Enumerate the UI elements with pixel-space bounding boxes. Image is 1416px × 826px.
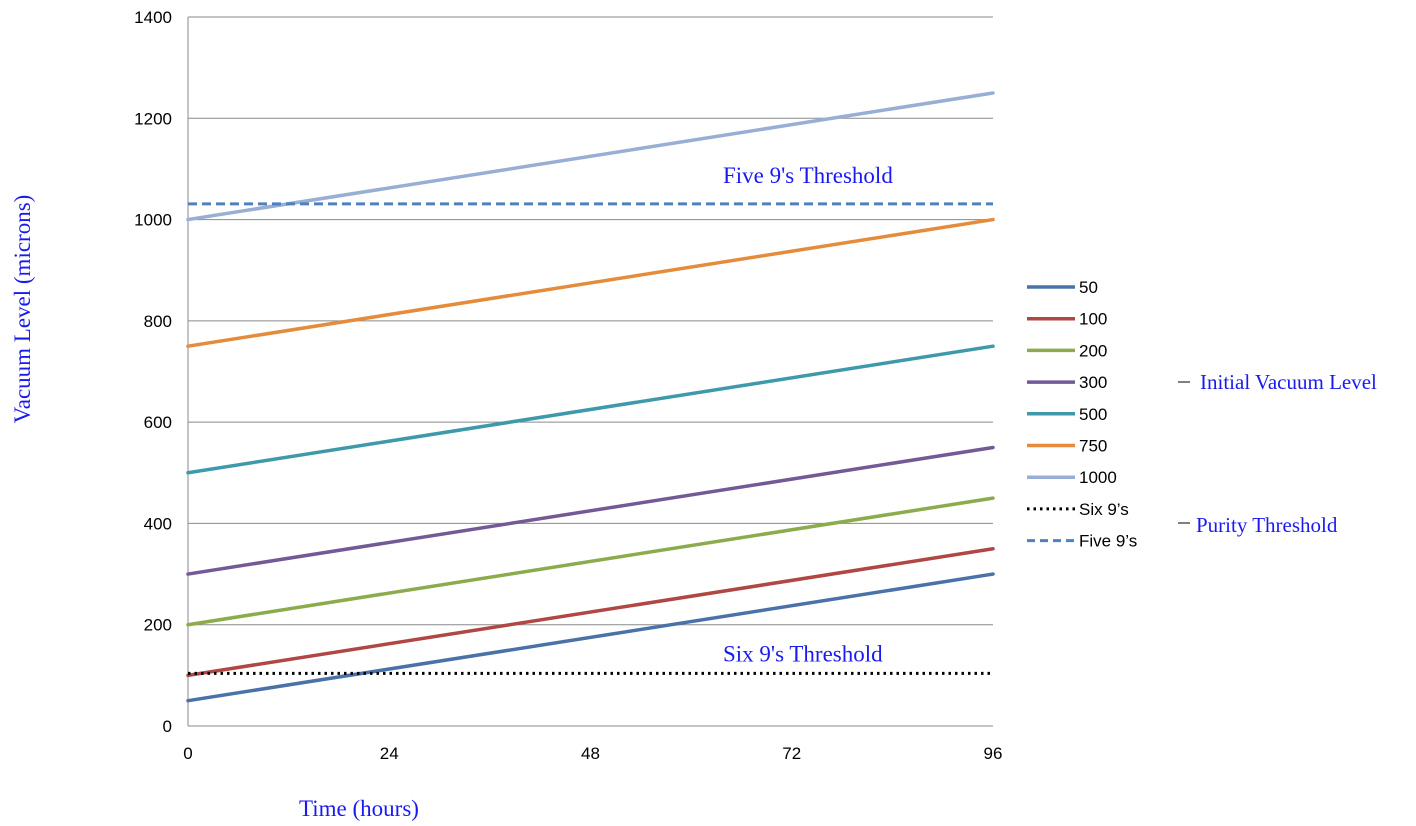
y-tick-label: 1400 <box>134 8 172 27</box>
y-tick-labels: 0 200 400 600 800 1000 1200 1400 <box>134 8 172 736</box>
legend-label: Six 9’s <box>1079 500 1129 519</box>
legend-item: 750 <box>1027 437 1107 456</box>
legend-item: 300 <box>1027 373 1107 392</box>
legend-item: 50 <box>1027 278 1098 297</box>
legend-item: 100 <box>1027 310 1107 329</box>
y-tick-label: 1200 <box>134 109 172 128</box>
legend-group-label-initial: Initial Vacuum Level <box>1200 370 1377 394</box>
threshold-lines <box>188 202 993 675</box>
legend-group-purity: Purity Threshold <box>1178 513 1338 537</box>
series-line-750 <box>186 217 995 348</box>
series-line-100 <box>186 547 995 678</box>
x-axis-label: Time (hours) <box>299 796 419 821</box>
axes <box>187 17 993 727</box>
series-line-50 <box>186 572 995 703</box>
x-tick-labels: 0 24 48 72 96 <box>183 744 1002 763</box>
legend-item: 1000 <box>1027 468 1117 487</box>
legend-label: 750 <box>1079 437 1107 456</box>
x-tick-label: 0 <box>183 744 192 763</box>
gridlines <box>188 16 993 626</box>
y-axis-label: Vacuum Level (microns) <box>10 195 35 424</box>
five-nines-annotation: Five 9's Threshold <box>723 163 893 188</box>
x-tick-label: 96 <box>984 744 1003 763</box>
legend-label: 200 <box>1079 341 1107 360</box>
legend-label: 300 <box>1079 373 1107 392</box>
legend-label: Five 9’s <box>1079 532 1137 551</box>
legend-label: 500 <box>1079 405 1107 424</box>
series-line-200 <box>186 496 995 627</box>
legend-label: 1000 <box>1079 468 1117 487</box>
legend: 50 100 200 300 500 750 1000 Six 9’s Five 9’s <box>1027 278 1137 551</box>
legend-item: Five 9’s <box>1027 532 1137 551</box>
series-lines <box>186 91 995 703</box>
six-nines-annotation: Six 9's Threshold <box>723 641 883 666</box>
y-tick-label: 200 <box>144 616 172 635</box>
y-tick-label: 400 <box>144 514 172 533</box>
x-tick-label: 24 <box>380 744 399 763</box>
series-line-300 <box>186 445 995 576</box>
x-tick-label: 72 <box>782 744 801 763</box>
series-line-500 <box>186 344 995 475</box>
y-tick-label: 0 <box>163 717 172 736</box>
legend-label: 100 <box>1079 310 1107 329</box>
legend-item: Six 9’s <box>1027 500 1129 519</box>
y-tick-label: 800 <box>144 312 172 331</box>
x-tick-label: 48 <box>581 744 600 763</box>
legend-group-initial: Initial Vacuum Level <box>1178 370 1377 394</box>
legend-item: 200 <box>1027 341 1107 360</box>
y-tick-label: 1000 <box>134 211 172 230</box>
legend-item: 500 <box>1027 405 1107 424</box>
y-tick-label: 600 <box>144 413 172 432</box>
legend-label: 50 <box>1079 278 1098 297</box>
series-line-1000 <box>186 91 995 222</box>
legend-group-label-purity: Purity Threshold <box>1196 513 1338 537</box>
